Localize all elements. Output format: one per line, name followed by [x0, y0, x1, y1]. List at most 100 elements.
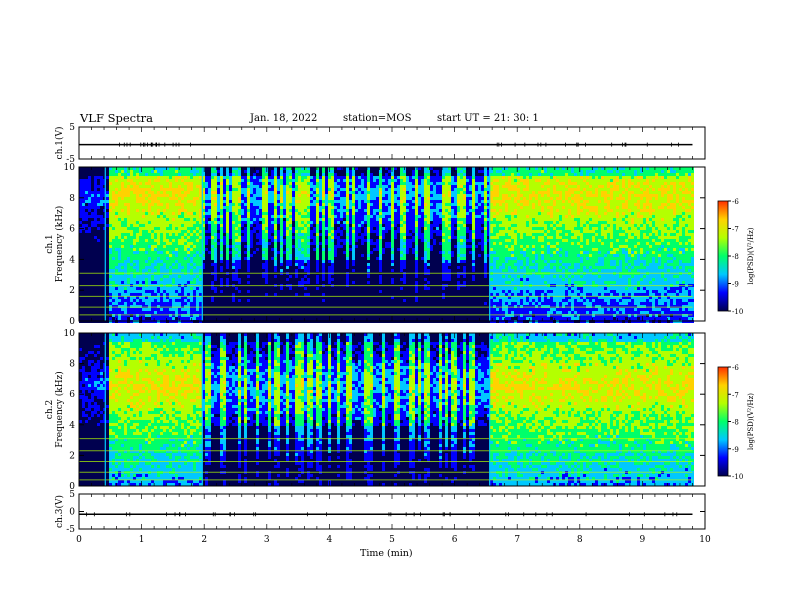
spectrogram-cell	[346, 233, 349, 236]
spectrogram-cell	[91, 185, 94, 188]
spectrogram-cell	[235, 170, 238, 173]
spectrogram-cell	[265, 266, 268, 269]
spectrogram-cell	[325, 221, 328, 224]
spectrogram-cell	[196, 302, 199, 305]
spectrogram-cell	[199, 239, 202, 242]
spectrogram-cell	[94, 206, 97, 209]
spectrogram-cell	[307, 170, 310, 173]
spectrogram-cell	[301, 194, 304, 197]
spectrogram-cell	[229, 299, 232, 302]
spectrogram-cell	[331, 221, 334, 224]
spectrogram-cell	[211, 191, 214, 194]
spectrogram-cell	[166, 269, 169, 272]
spectrogram-cell	[208, 179, 211, 182]
spectrogram-cell	[106, 302, 109, 305]
spectrogram-cell	[343, 251, 346, 254]
spectrogram-cell	[304, 233, 307, 236]
spectrogram-cell	[184, 290, 187, 293]
spectrogram-cell	[109, 311, 112, 314]
spectrogram-cell	[301, 281, 304, 284]
spectrogram-cell	[265, 260, 268, 263]
spectrogram-cell	[316, 200, 319, 203]
spectrogram-cell	[301, 233, 304, 236]
spectrogram-cell	[157, 203, 160, 206]
spectrogram-cell	[340, 197, 343, 200]
spectrogram-cell	[208, 251, 211, 254]
spectrogram-cell	[160, 245, 163, 248]
spectrogram-cell	[232, 290, 235, 293]
spectrogram-cell	[82, 212, 85, 215]
spectrogram-cell	[253, 266, 256, 269]
spectrogram-cell	[133, 299, 136, 302]
spectrogram-cell	[358, 260, 361, 263]
spectrogram-cell	[265, 251, 268, 254]
spectrogram-cell	[313, 221, 316, 224]
spectrogram-cell	[205, 188, 208, 191]
spectrogram-cell	[346, 290, 349, 293]
spectrogram-cell	[229, 206, 232, 209]
spectrogram-cell	[253, 182, 256, 185]
spectrogram-cell	[136, 176, 139, 179]
spectrogram-cell	[361, 215, 364, 218]
spectrogram-cell	[358, 254, 361, 257]
spectrogram-cell	[331, 176, 334, 179]
spectrogram-cell	[82, 209, 85, 212]
spectrogram-cell	[91, 281, 94, 284]
spectrogram-cell	[199, 179, 202, 182]
spectrogram-cell	[361, 182, 364, 185]
spectrogram-cell	[352, 227, 355, 230]
spectrogram-cell	[112, 221, 115, 224]
spectrogram-cell	[124, 248, 127, 251]
spectrogram-cell	[208, 293, 211, 296]
spectrogram-cell	[361, 200, 364, 203]
spectrogram-cell	[283, 239, 286, 242]
spectrogram-cell	[220, 278, 223, 281]
spectrogram-cell	[286, 230, 289, 233]
spectrogram-cell	[361, 230, 364, 233]
spectrogram-cell	[169, 275, 172, 278]
spectrogram-cell	[175, 209, 178, 212]
spectrogram-cell	[271, 308, 274, 311]
spectrogram-cell	[118, 257, 121, 260]
spectrogram-cell	[223, 266, 226, 269]
spectrogram-cell	[250, 266, 253, 269]
spectrogram-cell	[199, 230, 202, 233]
spectrogram-cell	[289, 176, 292, 179]
spectrogram-cell	[343, 173, 346, 176]
spectrogram-cell	[187, 290, 190, 293]
spectrogram-cell	[304, 176, 307, 179]
spectrogram-cell	[178, 218, 181, 221]
spectrogram-cell	[328, 200, 331, 203]
spectrogram-cell	[199, 206, 202, 209]
spectrogram-cell	[100, 179, 103, 182]
spectrogram-cell	[322, 251, 325, 254]
spectrogram-cell	[289, 170, 292, 173]
spectrogram-cell	[265, 248, 268, 251]
spectrogram-cell	[136, 293, 139, 296]
spectrogram-cell	[172, 227, 175, 230]
spectrogram-cell	[298, 266, 301, 269]
spectrogram-cell	[136, 218, 139, 221]
spectrogram-cell	[160, 200, 163, 203]
spectrogram-cell	[133, 287, 136, 290]
spectrogram-cell	[331, 263, 334, 266]
spectrogram-cell	[151, 293, 154, 296]
spectrogram-cell	[187, 233, 190, 236]
spectrogram-cell	[190, 179, 193, 182]
spectrogram-cell	[340, 188, 343, 191]
spectrogram-cell	[220, 248, 223, 251]
spectrogram-cell	[154, 218, 157, 221]
spectrogram-cell	[181, 209, 184, 212]
spectrogram-cell	[286, 245, 289, 248]
spectrogram-cell	[340, 287, 343, 290]
spectrogram-cell	[85, 218, 88, 221]
spectrogram-cell	[208, 209, 211, 212]
spectrogram-cell	[364, 248, 367, 251]
spectrogram-cell	[340, 230, 343, 233]
spectrogram-cell	[181, 278, 184, 281]
spectrogram-cell	[220, 230, 223, 233]
spectrogram-cell	[316, 317, 319, 320]
spectrogram-cell	[223, 260, 226, 263]
spectrogram-cell	[247, 218, 250, 221]
spectrogram-cell	[148, 227, 151, 230]
